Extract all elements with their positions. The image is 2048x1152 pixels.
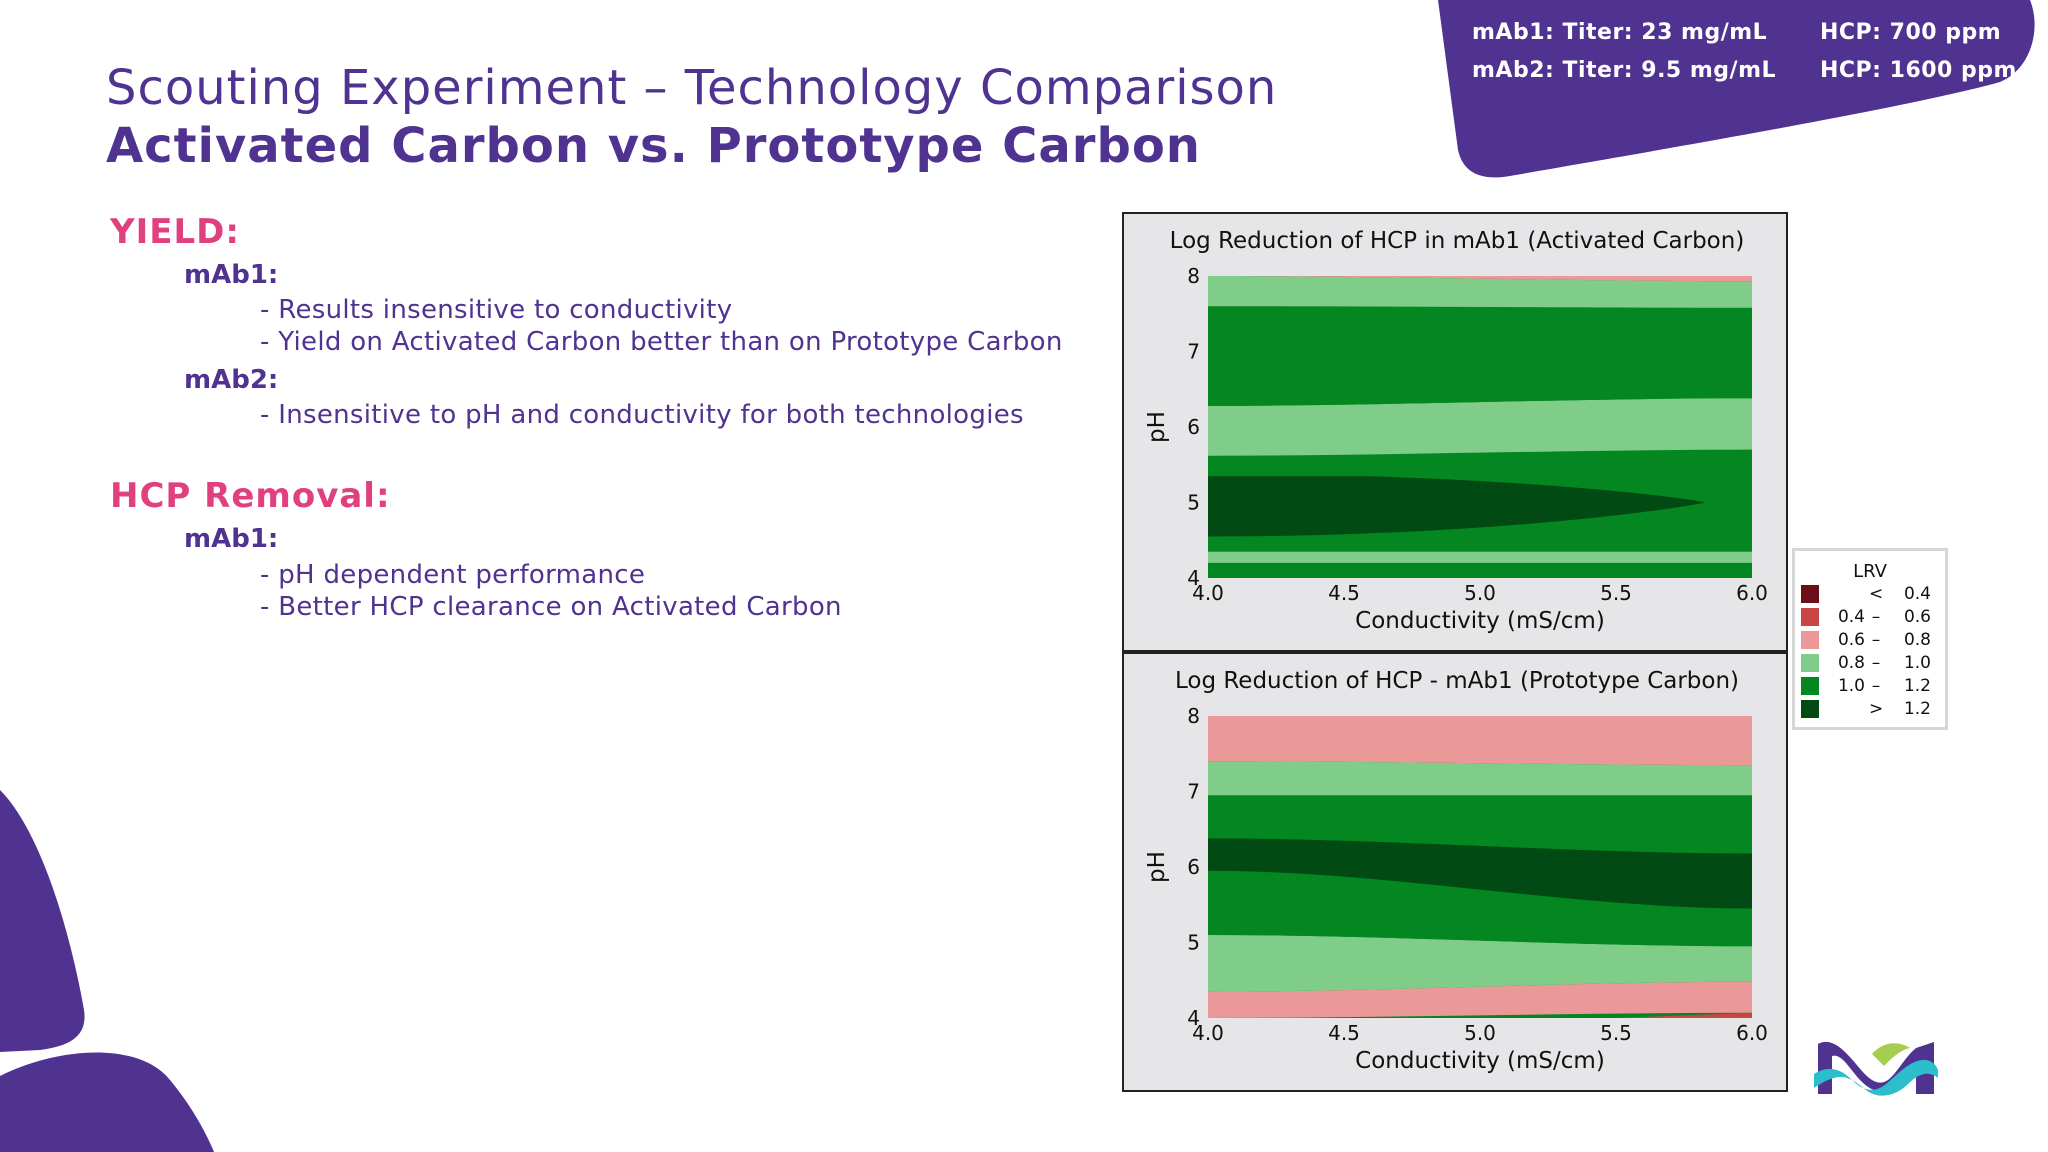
x-tick-label: 5.0 <box>1464 581 1496 605</box>
legend-low: 0.4 <box>1837 607 1865 627</box>
legend-high: 0.6 <box>1903 607 1931 627</box>
contour-band <box>1208 870 1752 947</box>
legend-swatch <box>1801 700 1819 718</box>
hcp-bullet-1: - pH dependent performance <box>260 560 646 590</box>
badge-mab2-titer: mAb2: Titer: 9.5 mg/mL <box>1472 58 1777 83</box>
x-tick-label: 5.5 <box>1600 581 1632 605</box>
brand-logo <box>1814 1041 1938 1096</box>
legend-sep: > <box>1869 699 1884 719</box>
chart-title: Log Reduction of HCP in mAb1 (Activated … <box>1170 228 1745 254</box>
y-tick-label: 8 <box>1187 704 1200 728</box>
x-tick-label: 4.0 <box>1192 581 1224 605</box>
contour-band <box>1208 449 1752 477</box>
legend-low: 0.6 <box>1837 630 1865 650</box>
y-tick-label: 7 <box>1187 780 1200 804</box>
legend-high: 1.2 <box>1903 699 1931 719</box>
contour-band <box>1208 473 1706 537</box>
legend-sep: – <box>1871 653 1881 673</box>
legend-low: 0.8 <box>1837 653 1865 673</box>
x-tick-label: 5.0 <box>1464 1021 1496 1045</box>
slide-subtitle: Activated Carbon vs. Prototype Carbon <box>106 118 1201 174</box>
y-tick-label: 7 <box>1187 340 1200 364</box>
legend-swatch <box>1801 654 1819 672</box>
legend-sep: – <box>1871 607 1881 627</box>
y-tick-label: 5 <box>1187 931 1200 955</box>
yield-mab2-label: mAb2: <box>184 365 279 395</box>
x-tick-label: 6.0 <box>1736 581 1768 605</box>
hcp-mab1-label: mAb1: <box>184 524 279 554</box>
legend-high: 1.0 <box>1903 653 1931 673</box>
contour-band <box>1208 398 1752 456</box>
chart-title: Log Reduction of HCP - mAb1 (Prototype C… <box>1175 668 1739 694</box>
yield-mab2-bullet-1: - Insensitive to pH and conductivity for… <box>260 400 1024 430</box>
legend-row: > 1.2 <box>1801 699 1941 719</box>
yield-mab1-bullet-1: - Results insensitive to conductivity <box>260 295 733 325</box>
contour-band <box>1208 761 1752 796</box>
contour-band <box>1208 716 1752 766</box>
legend-sep: < <box>1869 584 1884 604</box>
contour-band <box>1208 562 1752 578</box>
legend-swatch <box>1801 677 1819 695</box>
legend-swatch <box>1801 585 1819 603</box>
legend-sep: – <box>1871 630 1881 650</box>
x-tick-label: 4.5 <box>1328 581 1360 605</box>
legend-high: 0.8 <box>1903 630 1931 650</box>
legend-row: 0.6 – 0.8 <box>1801 630 1941 650</box>
contour-band <box>1616 1012 1752 1018</box>
yield-heading: YIELD: <box>110 212 240 252</box>
legend-swatch <box>1801 631 1819 649</box>
legend-high: 1.2 <box>1903 676 1931 696</box>
x-axis-label: Conductivity (mS/cm) <box>1355 1048 1605 1074</box>
hcp-heading: HCP Removal: <box>110 476 391 516</box>
contour-chart-activated: Log Reduction of HCP in mAb1 (Activated … <box>1144 228 1768 634</box>
legend-low: 1.0 <box>1837 676 1865 696</box>
contour-band <box>1208 981 1752 1018</box>
x-tick-label: 5.5 <box>1600 1021 1632 1045</box>
contour-band <box>1208 795 1752 854</box>
legend-row: 1.0 – 1.2 <box>1801 676 1941 696</box>
legend-row: < 0.4 <box>1801 584 1941 604</box>
contour-band <box>1208 276 1752 308</box>
y-axis-label: pH <box>1144 411 1170 443</box>
hcp-bullet-2: - Better HCP clearance on Activated Carb… <box>260 592 842 622</box>
x-tick-label: 6.0 <box>1736 1021 1768 1045</box>
yield-mab1-bullet-2: - Yield on Activated Carbon better than … <box>260 327 1063 357</box>
legend-swatch <box>1801 608 1819 626</box>
contour-band <box>1208 934 1752 992</box>
badge-mab2-hcp: HCP: 1600 ppm <box>1820 58 2017 83</box>
yield-mab1-label: mAb1: <box>184 260 279 290</box>
x-axis-label: Conductivity (mS/cm) <box>1355 608 1605 634</box>
lrv-legend: LRV < 0.4 0.4 – 0.6 0.6 – 0.8 0.8 – 1.0 … <box>1792 548 1948 730</box>
x-tick-label: 4.5 <box>1328 1021 1360 1045</box>
y-tick-label: 4 <box>1187 566 1200 590</box>
contour-band <box>1208 838 1752 909</box>
y-tick-label: 8 <box>1187 264 1200 288</box>
contour-chart-prototype: Log Reduction of HCP - mAb1 (Prototype C… <box>1144 668 1768 1074</box>
y-tick-label: 6 <box>1187 415 1200 439</box>
y-tick-label: 4 <box>1187 1006 1200 1030</box>
chart-panel-activated: Log Reduction of HCP in mAb1 (Activated … <box>1122 212 1788 652</box>
contour-band <box>1208 551 1752 563</box>
legend-row: 0.4 – 0.6 <box>1801 607 1941 627</box>
badge-mab1-hcp: HCP: 700 ppm <box>1820 20 2002 45</box>
y-tick-label: 5 <box>1187 491 1200 515</box>
chart-panel-prototype: Log Reduction of HCP - mAb1 (Prototype C… <box>1122 652 1788 1092</box>
slide-title: Scouting Experiment – Technology Compari… <box>106 60 1278 116</box>
decor-blob-bottom <box>0 1052 214 1152</box>
decor-blob-left <box>0 790 85 1052</box>
legend-title: LRV <box>1853 561 1887 582</box>
badge-mab1-titer: mAb1: Titer: 23 mg/mL <box>1472 20 1768 45</box>
legend-high: 0.4 <box>1903 584 1931 604</box>
legend-sep: – <box>1871 676 1881 696</box>
y-axis-label: pH <box>1144 851 1170 883</box>
x-tick-label: 4.0 <box>1192 1021 1224 1045</box>
y-tick-label: 6 <box>1187 855 1200 879</box>
contour-band <box>1208 306 1752 406</box>
legend-row: 0.8 – 1.0 <box>1801 653 1941 673</box>
